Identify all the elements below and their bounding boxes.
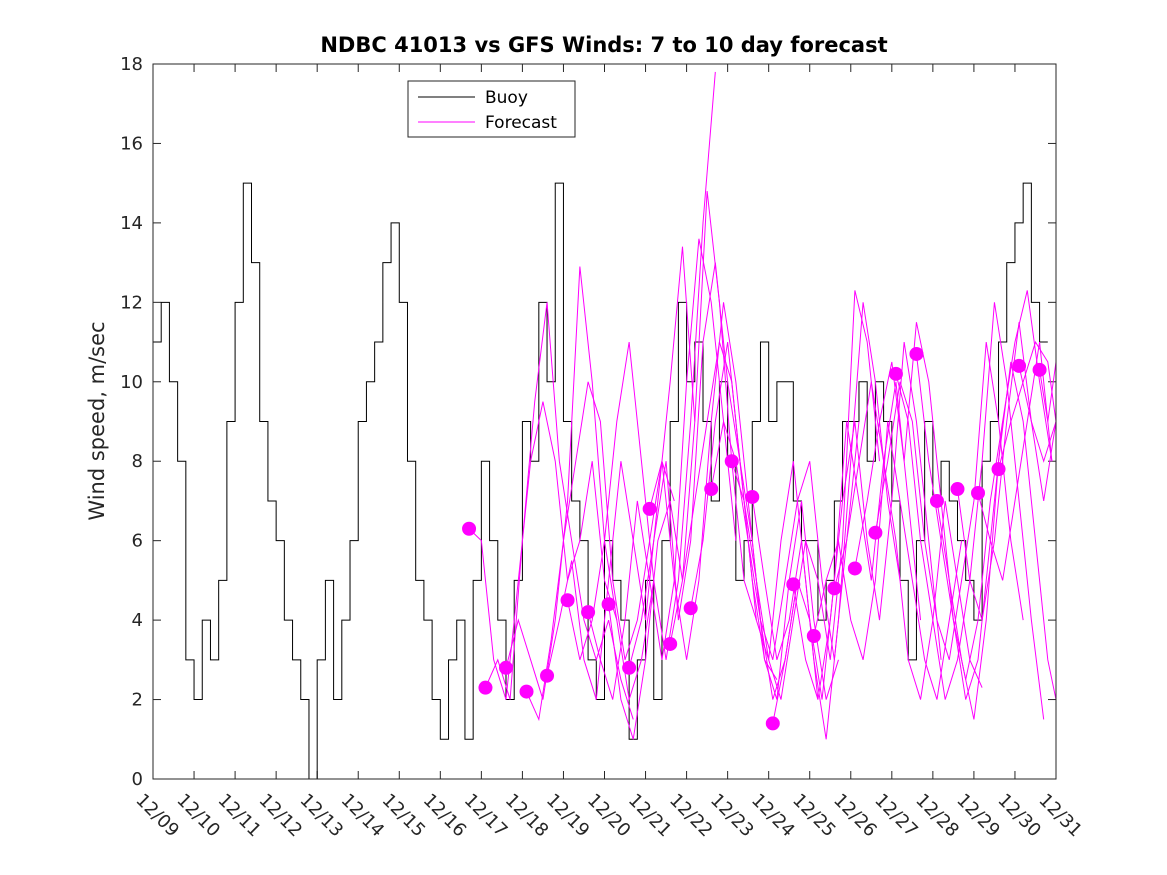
x-tick-label: 12/30: [993, 790, 1045, 842]
forecast-start-marker: [519, 684, 534, 699]
forecast-start-marker: [560, 593, 575, 608]
forecast-start-marker: [540, 668, 555, 683]
x-tick-label: 12/19: [542, 790, 594, 842]
legend-label-forecast: Forecast: [485, 113, 557, 133]
series-forecast-line: [792, 341, 942, 700]
forecast-start-marker: [1012, 358, 1027, 373]
forecast-start-marker: [950, 482, 965, 497]
x-tick-label: 12/24: [747, 790, 799, 842]
series-forecast-line: [977, 341, 1053, 581]
forecast-start-marker: [971, 486, 986, 500]
forecast-start-marker: [991, 462, 1006, 477]
x-tick-label: 12/22: [665, 790, 717, 842]
y-tick-label: 10: [120, 372, 143, 393]
x-tick-label: 12/23: [706, 790, 758, 842]
forecast-start-marker: [827, 581, 842, 596]
x-tick-label: 12/12: [255, 790, 307, 842]
forecast-start-marker: [478, 680, 493, 695]
x-tick-label: 12/15: [378, 790, 430, 842]
series-forecast-line: [874, 341, 1024, 660]
y-axis-label: Wind speed, m/sec: [85, 321, 109, 520]
legend: Buoy Forecast: [407, 80, 576, 138]
series-forecast-line: [485, 302, 634, 720]
series-forecast-line: [1039, 361, 1057, 422]
x-tick-label: 12/28: [911, 790, 963, 842]
forecast-start-marker: [601, 597, 616, 612]
series-forecast-line: [567, 71, 716, 660]
series-forecast-line: [587, 238, 737, 700]
y-tick-label: 2: [132, 690, 143, 711]
series-forecast-line: [1018, 365, 1057, 463]
y-tick-label: 12: [120, 292, 143, 313]
series-forecast-line: [854, 322, 1004, 700]
marker-layer: [462, 346, 1047, 731]
x-tick-label: 12/29: [952, 790, 1004, 842]
forecast-start-marker: [909, 346, 924, 361]
x-tick-label: 12/13: [296, 790, 348, 842]
legend-label-buoy: Buoy: [485, 88, 528, 108]
y-tick-label: 0: [132, 769, 143, 790]
chart-title: NDBC 41013 vs GFS Winds: 7 to 10 day for…: [320, 33, 887, 57]
plot-frame: [152, 63, 1057, 780]
forecast-start-marker: [847, 561, 862, 576]
x-tick-label: 12/20: [583, 790, 635, 842]
y-tick-label: 18: [120, 54, 143, 75]
forecast-start-marker: [663, 636, 678, 651]
y-tick-label: 14: [120, 213, 143, 234]
forecast-start-marker: [888, 366, 903, 381]
forecast-start-marker: [704, 482, 719, 497]
x-tick-label: 12/11: [214, 790, 266, 842]
series-forecast-line: [690, 341, 839, 700]
legend-box: [407, 80, 576, 138]
x-tick-label: 12/21: [624, 790, 676, 842]
forecast-start-marker: [498, 660, 513, 675]
forecast-start-marker: [581, 605, 596, 620]
x-tick-label: 12/09: [131, 790, 183, 842]
forecast-start-marker: [765, 716, 780, 731]
series-forecast-line: [813, 421, 963, 700]
y-tick-label: 6: [132, 531, 143, 552]
series-forecast-line: [833, 381, 983, 700]
series-forecast-line: [731, 290, 881, 700]
series-forecast-line: [998, 340, 1057, 470]
y-tick-label: 4: [132, 610, 143, 631]
forecast-start-marker: [929, 493, 944, 508]
series-forecast-line: [649, 302, 798, 700]
series-layer: [153, 71, 1057, 780]
series-forecast-line: [751, 302, 901, 740]
x-tick-label: 12/18: [501, 790, 553, 842]
x-tick-label: 12/14: [337, 790, 389, 842]
series-forecast-line: [936, 361, 1057, 720]
forecast-start-marker: [462, 521, 477, 536]
x-tick-label: 12/31: [1034, 790, 1086, 842]
x-tick-label: 12/10: [173, 790, 225, 842]
y-axis: 0 2 4 6 8 10 12 14 16 18: [120, 54, 1056, 790]
x-tick-label: 12/26: [829, 790, 881, 842]
x-tick-label: 12/16: [419, 790, 471, 842]
series-forecast-line: [505, 266, 655, 700]
forecast-start-marker: [724, 454, 739, 469]
series-forecast-line: [956, 322, 1057, 621]
y-tick-label: 8: [132, 451, 143, 472]
forecast-start-marker: [868, 525, 883, 540]
y-tick-label: 16: [120, 133, 143, 154]
forecast-start-marker: [683, 601, 698, 616]
series-forecast-line: [915, 290, 1053, 680]
forecast-start-marker: [745, 489, 760, 504]
x-tick-label: 12/25: [788, 790, 840, 842]
forecast-start-marker: [806, 629, 821, 643]
series-forecast-line: [546, 246, 696, 700]
forecast-start-marker: [786, 577, 801, 592]
forecast-start-marker: [622, 660, 637, 675]
x-tick-label: 12/27: [870, 790, 922, 842]
series-forecast-line: [468, 401, 618, 700]
forecast-start-marker: [1032, 362, 1047, 377]
x-tick-label: 12/17: [460, 790, 512, 842]
forecast-start-marker: [642, 501, 657, 516]
